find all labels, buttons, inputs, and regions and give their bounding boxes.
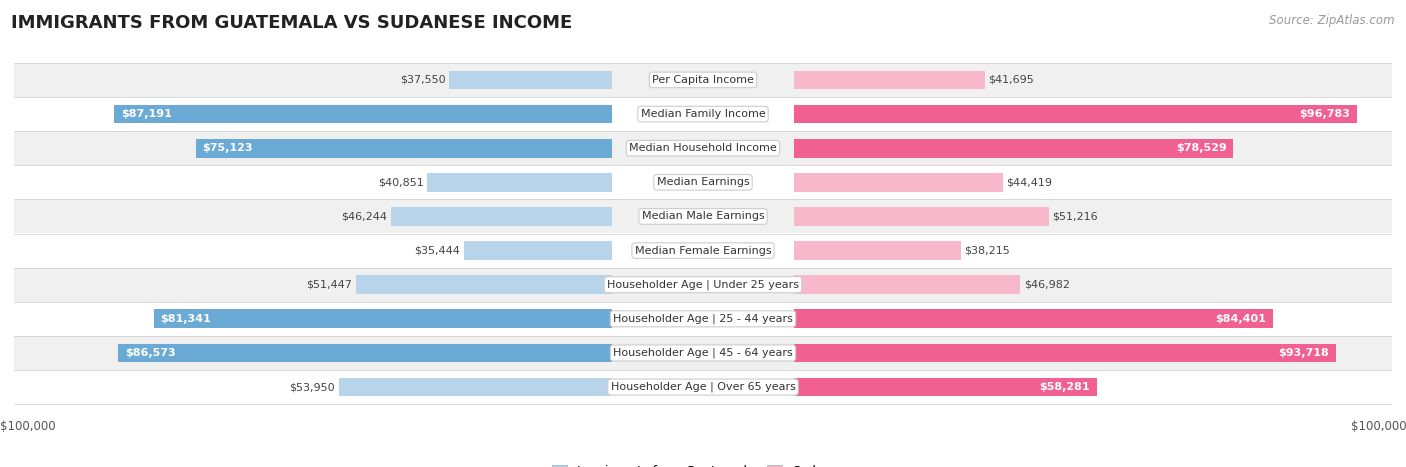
Bar <box>14 97 1392 131</box>
Bar <box>14 268 1392 302</box>
Text: $86,573: $86,573 <box>125 348 176 358</box>
Bar <box>14 131 1392 165</box>
Text: $75,123: $75,123 <box>202 143 253 153</box>
Text: $53,950: $53,950 <box>290 382 335 392</box>
Bar <box>794 276 1021 294</box>
Text: Householder Age | Under 25 years: Householder Age | Under 25 years <box>607 279 799 290</box>
Bar <box>794 173 1002 191</box>
Text: $51,216: $51,216 <box>1052 212 1098 221</box>
Text: Median Male Earnings: Median Male Earnings <box>641 212 765 221</box>
Bar <box>794 378 1097 396</box>
Text: Householder Age | 45 - 64 years: Householder Age | 45 - 64 years <box>613 348 793 358</box>
Text: Per Capita Income: Per Capita Income <box>652 75 754 85</box>
Bar <box>14 199 1392 234</box>
Text: $96,783: $96,783 <box>1299 109 1350 119</box>
Text: Householder Age | Over 65 years: Householder Age | Over 65 years <box>610 382 796 392</box>
Bar <box>794 105 1357 123</box>
Bar <box>391 207 612 226</box>
Bar <box>464 241 612 260</box>
Text: $46,982: $46,982 <box>1024 280 1070 290</box>
Text: $87,191: $87,191 <box>121 109 172 119</box>
Text: $44,419: $44,419 <box>1007 177 1053 187</box>
Text: $46,244: $46,244 <box>342 212 387 221</box>
Bar <box>153 310 612 328</box>
Bar <box>356 276 612 294</box>
Text: $51,447: $51,447 <box>307 280 352 290</box>
Text: Householder Age | 25 - 44 years: Householder Age | 25 - 44 years <box>613 313 793 324</box>
Text: $93,718: $93,718 <box>1278 348 1329 358</box>
Text: Median Household Income: Median Household Income <box>628 143 778 153</box>
Bar <box>14 165 1392 199</box>
Bar <box>14 336 1392 370</box>
Text: $35,444: $35,444 <box>415 246 460 255</box>
Bar <box>794 139 1233 157</box>
Bar <box>14 370 1392 404</box>
Bar <box>450 71 612 89</box>
Text: Median Female Earnings: Median Female Earnings <box>634 246 772 255</box>
Text: $41,695: $41,695 <box>988 75 1033 85</box>
Bar <box>794 344 1336 362</box>
Bar <box>14 234 1392 268</box>
Bar <box>14 302 1392 336</box>
Text: $58,281: $58,281 <box>1039 382 1090 392</box>
Bar <box>118 344 612 362</box>
Bar <box>794 207 1049 226</box>
Legend: Immigrants from Guatemala, Sudanese: Immigrants from Guatemala, Sudanese <box>547 460 859 467</box>
Text: $84,401: $84,401 <box>1215 314 1267 324</box>
Bar <box>339 378 612 396</box>
Text: Median Family Income: Median Family Income <box>641 109 765 119</box>
Text: $81,341: $81,341 <box>160 314 211 324</box>
Bar <box>14 63 1392 97</box>
Text: $40,851: $40,851 <box>378 177 423 187</box>
Bar <box>794 241 962 260</box>
Text: IMMIGRANTS FROM GUATEMALA VS SUDANESE INCOME: IMMIGRANTS FROM GUATEMALA VS SUDANESE IN… <box>11 14 572 32</box>
Bar <box>427 173 612 191</box>
Text: $37,550: $37,550 <box>401 75 446 85</box>
Bar <box>195 139 612 157</box>
Text: Median Earnings: Median Earnings <box>657 177 749 187</box>
Text: $78,529: $78,529 <box>1175 143 1226 153</box>
Text: $38,215: $38,215 <box>965 246 1011 255</box>
Bar <box>794 71 984 89</box>
Bar <box>794 310 1272 328</box>
Text: Source: ZipAtlas.com: Source: ZipAtlas.com <box>1270 14 1395 27</box>
Bar <box>114 105 612 123</box>
